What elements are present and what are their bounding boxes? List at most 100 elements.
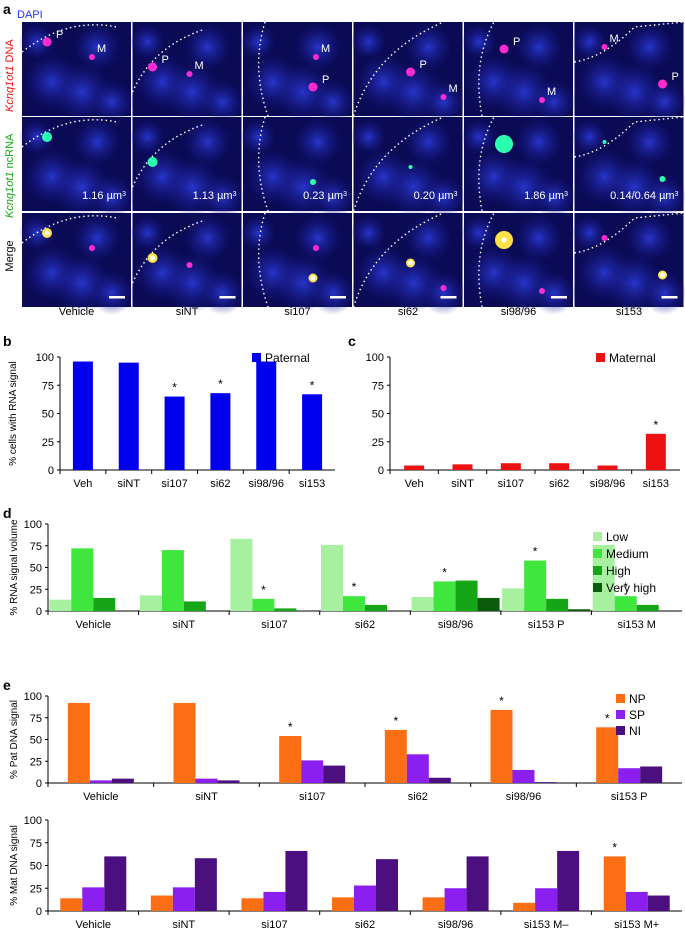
panel-label-d: d [3, 505, 12, 521]
y-tick-label: 100 [24, 815, 42, 827]
paternal-dna-spot [499, 44, 509, 54]
legend-swatch [593, 583, 602, 592]
maternal-dna-spot [89, 54, 95, 60]
nucleus-texture [350, 119, 387, 155]
legend-label: High [606, 564, 631, 578]
micrograph-cell [461, 212, 576, 315]
rna-volume-label: 0.23 µm3 [303, 190, 347, 202]
significance-asterisk: * [442, 565, 447, 579]
bar-np [241, 898, 264, 911]
nuclear-boundary-line [21, 215, 118, 244]
nucleus-texture [642, 175, 685, 219]
y-tick-label: 75 [30, 838, 42, 850]
maternal-dna-spot [539, 97, 545, 103]
micrograph-cell: PM [461, 21, 576, 124]
nucleus-texture [90, 80, 134, 124]
merge-maternal-spot [539, 288, 545, 294]
bar-low [139, 595, 162, 611]
nucleus-texture [183, 23, 232, 71]
bar-medium [433, 581, 456, 611]
x-tick-label: si153 P [528, 619, 565, 631]
merge-maternal-spot [601, 235, 608, 241]
significance-asterisk: * [623, 580, 628, 594]
significance-asterisk: * [612, 840, 617, 854]
bar-low [230, 538, 253, 611]
y-tick-label: 75 [30, 541, 42, 553]
bar-medium [161, 550, 184, 611]
x-tick-label: siNT [117, 478, 140, 490]
micrograph-cell: PM [350, 21, 466, 124]
nucleus-texture [73, 23, 121, 71]
nucleus-texture [625, 23, 674, 71]
rna-cloud-spot [495, 135, 513, 153]
nucleus-texture [421, 271, 466, 315]
micrograph-cell: 1.86 µm3 [461, 116, 576, 219]
x-tick-label: si107 [299, 791, 325, 803]
nucleus-texture [129, 215, 166, 251]
nucleus-texture [294, 118, 342, 166]
y-tick-label: 25 [372, 437, 384, 449]
bar-paternal [72, 361, 93, 470]
chart-e-paternal-dna: 0 25 50 75 100 % Pat DNA signal Vehicle siNT si1… [9, 691, 682, 803]
nucleus-texture [532, 80, 576, 124]
bar-very-high [568, 609, 591, 611]
nucleus-texture [73, 118, 121, 166]
micrograph-cell: 0.14/0.64 µm3 [571, 116, 685, 219]
rna-volume-value: 1.86 µm [524, 190, 564, 202]
nucleus-texture [532, 175, 576, 219]
rna-volume-label: 1.13 µm3 [193, 190, 237, 202]
bar-low [49, 599, 72, 611]
bar-low [321, 544, 343, 611]
bar-sp [172, 887, 195, 911]
nucleus-texture [421, 175, 466, 219]
bar-ni [557, 850, 580, 911]
nuclear-boundary-line [21, 24, 118, 53]
nucleus-texture [311, 175, 355, 219]
bar-sp [89, 780, 112, 783]
x-tick-label: si153 M [617, 619, 656, 631]
significance-asterisk: * [310, 378, 315, 392]
bar-high [546, 598, 569, 611]
significance-asterisk: * [393, 714, 398, 728]
y-tick-label: 50 [42, 409, 54, 421]
merge-maternal-spot [186, 262, 193, 268]
x-tick-label: si98/96 [506, 791, 541, 803]
maternal-allele-label: M [195, 60, 204, 72]
bar-paternal [210, 393, 231, 470]
nucleus-texture [571, 119, 608, 155]
x-tick-label: si107 [498, 478, 524, 490]
paternal-dna-spot [42, 37, 52, 47]
nucleus-texture [129, 119, 166, 155]
rna-volume-unit-superscript: 3 [675, 191, 679, 198]
micrograph-condition-labels: Vehicle siNT si107 si62 si98/96 si153 [59, 306, 642, 318]
micrograph-cell: 0.20 µm3 [350, 116, 466, 219]
bar-ni [376, 859, 398, 911]
y-tick-label: 100 [24, 691, 42, 703]
paternal-dna-spot [658, 79, 667, 89]
panel-label-e: e [3, 677, 11, 693]
bar-high [183, 601, 206, 611]
bar-paternal [256, 361, 277, 470]
merge-paternal-core [44, 230, 50, 236]
bar-np [60, 898, 83, 911]
maternal-allele-label: M [321, 43, 330, 55]
nucleus-texture [294, 214, 342, 262]
micrograph-condition-label: Vehicle [59, 306, 94, 318]
micrograph-cell: 0.23 µm3 [240, 116, 355, 219]
rna-volume-label: 0.14/0.64 µm3 [610, 190, 678, 202]
bar-sp [263, 891, 286, 911]
nucleus-texture [200, 175, 245, 219]
x-tick-label: Veh [73, 478, 92, 490]
rna-volume-unit-superscript: 3 [122, 191, 126, 198]
y-axis-title: % Mat DNA signal [9, 825, 20, 906]
nuclear-boundary-line [131, 220, 203, 284]
nucleus-texture [571, 24, 608, 60]
nuclear-boundary-line [21, 119, 118, 148]
maternal-allele-label: M [97, 43, 106, 55]
nuclear-boundary-line [258, 21, 269, 117]
y-tick-label: 100 [24, 519, 42, 531]
bar-medium [524, 560, 547, 611]
micrograph-cell: PM [19, 22, 134, 124]
bar-ni [647, 895, 670, 911]
